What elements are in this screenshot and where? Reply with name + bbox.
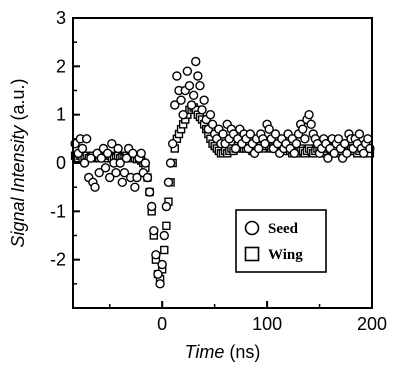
seed-point — [157, 259, 167, 270]
seed-point — [90, 182, 100, 192]
seed-point — [340, 138, 350, 149]
seed-point — [245, 129, 256, 139]
x-tick-label-1: 100 — [252, 314, 282, 334]
seed-point — [333, 134, 344, 144]
seed-point — [119, 167, 130, 178]
seed-point — [289, 148, 300, 159]
seed-point — [270, 129, 281, 139]
tick-labels: 0 100 200 -2 -1 0 1 2 3 — [50, 8, 387, 334]
seed-point — [358, 148, 369, 159]
seed-point — [146, 201, 157, 212]
seed-point — [96, 153, 107, 163]
data-marks — [70, 56, 375, 289]
seed-point — [218, 129, 228, 139]
seed-point — [163, 177, 174, 188]
seed-point — [77, 143, 88, 154]
seed-point — [184, 80, 195, 91]
seed-point — [113, 143, 123, 154]
legend-wing-label: Wing — [268, 247, 303, 263]
seed-point — [191, 56, 201, 67]
seed-point — [354, 129, 365, 139]
seed-point — [130, 182, 140, 192]
y-tick-label-4: 2 — [56, 56, 66, 76]
y-tick-label-0: -2 — [50, 250, 66, 270]
y-tick-label-5: 3 — [56, 8, 66, 28]
seed-point — [205, 109, 216, 120]
seed-point — [161, 201, 172, 212]
legend-seed-label: Seed — [268, 221, 299, 237]
legend-box — [235, 209, 327, 273]
seed-point — [81, 134, 92, 144]
x-tick-label-2: 200 — [357, 314, 387, 334]
seed-point — [188, 90, 199, 101]
seed-point — [329, 148, 339, 159]
seed-point — [151, 250, 161, 260]
seed-point — [178, 109, 188, 120]
seed-point — [260, 138, 270, 149]
y-tick-label-3: 1 — [56, 105, 66, 125]
seed-point — [186, 100, 197, 110]
wing-point — [160, 245, 169, 255]
seed-point — [94, 167, 104, 178]
seed-point — [165, 158, 176, 168]
seed-point — [100, 163, 111, 173]
seed-point — [115, 158, 125, 168]
seed-point — [170, 100, 180, 110]
seed-point — [300, 134, 310, 144]
seed-point — [230, 143, 241, 154]
seed-point — [111, 167, 121, 178]
seed-point — [105, 172, 115, 183]
seed-point — [197, 105, 207, 115]
x-tick-label-0: 0 — [157, 314, 167, 334]
seed-point — [304, 109, 314, 120]
seed-point — [132, 172, 142, 183]
seed-point — [199, 95, 209, 105]
seed-point — [149, 225, 159, 236]
seed-point — [291, 138, 302, 149]
seed-point — [155, 279, 165, 289]
seed-point — [121, 153, 132, 163]
legend-wing-marker — [244, 246, 260, 262]
seed-point — [306, 119, 316, 130]
seed-point — [159, 230, 169, 241]
seed-point — [102, 148, 113, 159]
seed-point — [195, 80, 205, 91]
seed-point — [172, 71, 182, 81]
y-tick-label-1: -1 — [50, 201, 66, 221]
seed-point — [298, 124, 308, 134]
seed-point — [176, 95, 186, 105]
y-axis-title: Signal Intensity (a.u.) — [8, 78, 28, 247]
x-axis-title: Time (ns) — [185, 342, 261, 362]
seed-point — [193, 71, 203, 81]
seed-point — [117, 177, 128, 188]
seed-point — [253, 143, 264, 154]
legend-seed-marker — [244, 220, 260, 236]
seed-point — [323, 153, 333, 163]
seed-point — [107, 138, 117, 149]
seed-point — [79, 158, 90, 168]
seed-point — [144, 187, 155, 197]
seed-point — [207, 119, 218, 130]
wing-point — [162, 221, 171, 231]
seed-point — [142, 172, 153, 183]
y-tick-label-2: 0 — [56, 153, 66, 173]
seed-point — [140, 158, 151, 168]
seed-point — [167, 138, 178, 149]
seed-point — [342, 148, 352, 159]
seed-point — [363, 134, 373, 144]
seed-point — [153, 269, 163, 279]
seed-point — [136, 148, 146, 159]
seed-point — [264, 124, 274, 134]
seed-point — [182, 66, 193, 76]
legend: Seed Wing — [235, 209, 327, 273]
axis-ticks — [73, 17, 373, 308]
seed-point — [86, 153, 96, 163]
